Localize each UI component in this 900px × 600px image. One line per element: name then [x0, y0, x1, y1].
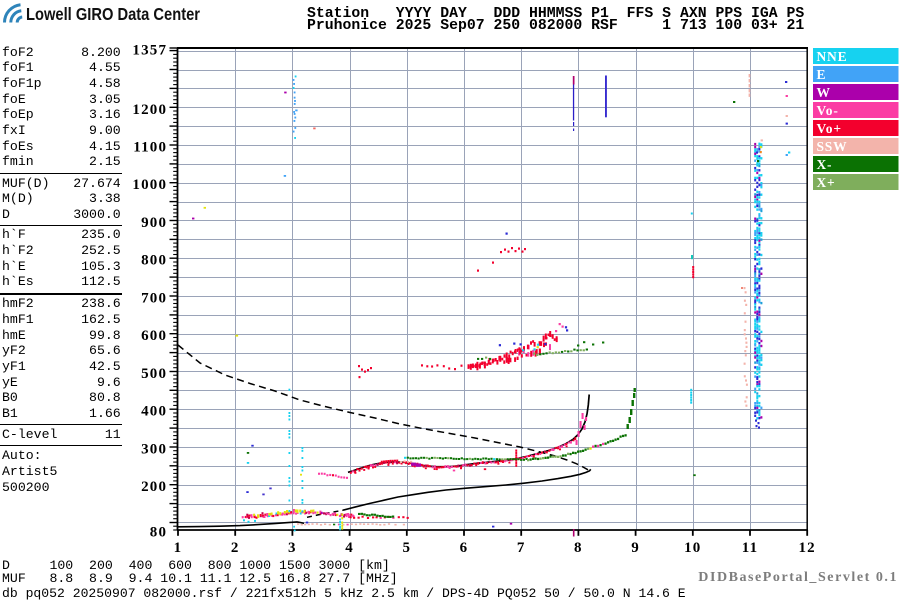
svg-text:5: 5: [402, 540, 411, 556]
svg-text:10: 10: [684, 540, 701, 556]
svg-text:E: E: [817, 67, 827, 82]
svg-text:500: 500: [141, 366, 167, 382]
svg-text:Vo+: Vo+: [817, 121, 842, 136]
svg-text:3: 3: [288, 540, 297, 556]
svg-text:NNE: NNE: [817, 49, 848, 64]
svg-text:1000: 1000: [132, 177, 167, 193]
svg-text:1: 1: [174, 540, 183, 556]
svg-text:80: 80: [150, 525, 167, 541]
svg-text:700: 700: [141, 291, 167, 307]
svg-text:1100: 1100: [133, 140, 167, 156]
svg-text:6: 6: [460, 540, 469, 556]
svg-text:900: 900: [141, 215, 167, 231]
svg-text:2: 2: [231, 540, 240, 556]
svg-text:1200: 1200: [132, 102, 167, 118]
svg-text:8: 8: [574, 540, 583, 556]
svg-text:12: 12: [798, 540, 815, 556]
svg-text:9: 9: [631, 540, 640, 556]
svg-text:4: 4: [345, 540, 354, 556]
svg-text:Vo-: Vo-: [817, 103, 839, 118]
svg-text:11: 11: [742, 540, 759, 556]
svg-text:400: 400: [141, 404, 167, 420]
svg-text:1357: 1357: [132, 43, 167, 59]
svg-text:800: 800: [141, 253, 167, 269]
svg-text:600: 600: [141, 328, 167, 344]
svg-text:200: 200: [141, 479, 167, 495]
svg-text:SSW: SSW: [817, 139, 848, 154]
svg-text:W: W: [817, 85, 831, 100]
svg-text:X+: X+: [817, 175, 836, 190]
svg-text:300: 300: [141, 442, 167, 458]
svg-text:X-: X-: [817, 157, 833, 172]
svg-text:7: 7: [517, 540, 526, 556]
